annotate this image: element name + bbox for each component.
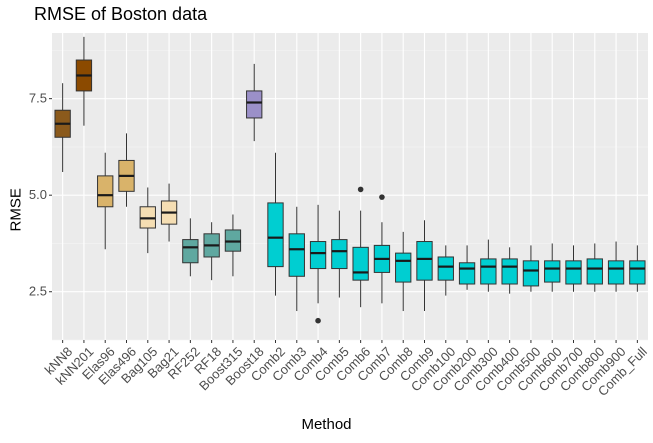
box-body (416, 241, 433, 281)
box-body (522, 260, 540, 287)
box-body (246, 90, 263, 119)
box-Comb5 (331, 210, 348, 298)
box-Comb8 (395, 231, 412, 312)
box-body (607, 260, 625, 285)
box-Comb_Full (629, 245, 646, 292)
box-Comb700 (565, 245, 582, 292)
box-Comb7 (373, 194, 391, 304)
box-body (97, 175, 114, 208)
box-Comb9 (416, 220, 433, 312)
box-body (565, 260, 582, 285)
outlier-point (315, 317, 321, 324)
x-ticks: kNN8kNN201Elas96Elas496Bag105Bag21RF252R… (42, 340, 650, 399)
box-body (267, 202, 284, 268)
y-tick-label: 7.5 (29, 91, 47, 106)
box-RF18 (203, 222, 220, 281)
box-Comb900 (607, 241, 625, 292)
box-body (352, 246, 369, 281)
box-Comb600 (544, 243, 561, 292)
box-body (458, 262, 476, 285)
outlier-point (379, 194, 385, 200)
chart-title: RMSE of Boston data (34, 4, 208, 24)
y-tick-label: 2.5 (29, 284, 47, 299)
box-Comb300 (480, 239, 497, 292)
box-Comb500 (522, 245, 540, 292)
box-body (480, 258, 497, 285)
box-Boost315 (224, 214, 242, 277)
box-Comb400 (501, 247, 518, 294)
box-Comb6 (352, 186, 369, 308)
x-axis-label: Method (301, 416, 352, 433)
box-body (501, 258, 518, 285)
box-Comb100 (437, 245, 454, 296)
boxes-layer (54, 36, 646, 324)
box-body (629, 260, 646, 285)
box-Comb4 (309, 204, 327, 324)
outlier-point (357, 186, 364, 193)
box-Elas496 (118, 133, 135, 207)
box-body (182, 239, 199, 264)
box-Comb800 (586, 243, 603, 292)
box-Bag21 (160, 183, 178, 242)
box-Comb2 (267, 152, 284, 296)
y-tick-label: 5.0 (29, 187, 47, 202)
box-body (544, 260, 561, 283)
y-ticks: 2.5 5.0 7.5 (29, 91, 52, 299)
box-Elas96 (97, 152, 114, 250)
box-Bag105 (139, 187, 156, 254)
box-Comb3 (288, 206, 305, 312)
box-body (309, 241, 327, 270)
box-kNN201 (75, 36, 93, 126)
box-kNN8 (54, 83, 71, 173)
plot-panel (52, 33, 648, 340)
box-RF252 (182, 218, 199, 277)
box-body (586, 258, 603, 285)
box-body (331, 239, 348, 270)
box-body (288, 233, 305, 277)
box-body (395, 252, 412, 283)
box-Boost18 (246, 63, 263, 142)
box-Comb200 (458, 245, 476, 290)
box-body (437, 256, 454, 281)
